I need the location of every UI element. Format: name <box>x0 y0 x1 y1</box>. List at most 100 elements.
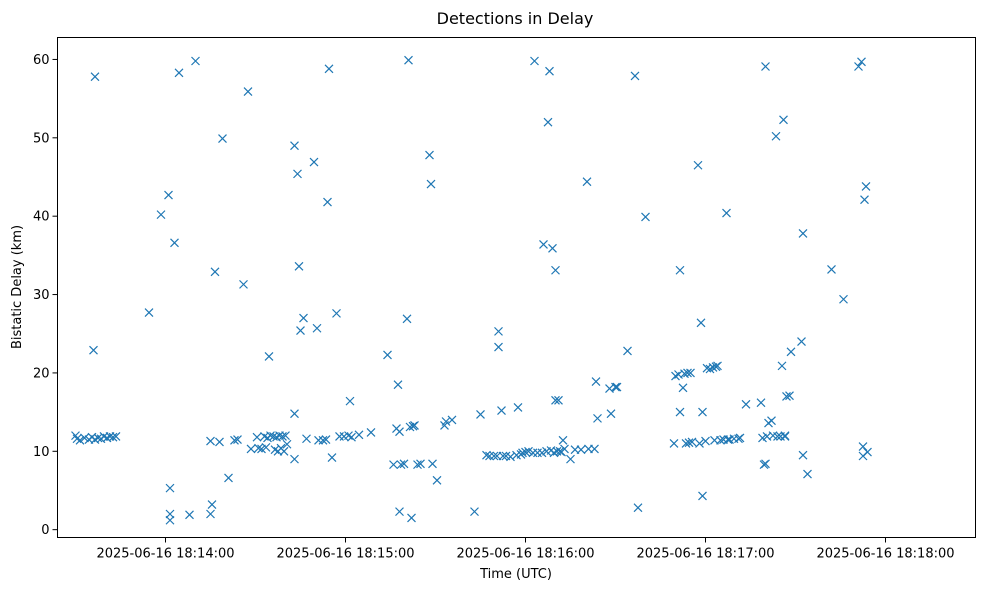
chart-title: Detections in Delay <box>437 9 594 28</box>
data-point <box>560 444 569 454</box>
y-axis: 0 10 20 30 40 50 60 <box>33 53 58 538</box>
y-axis-title: Bistatic Delay (km) <box>10 225 25 349</box>
data-point <box>713 361 722 371</box>
data-point <box>798 450 808 460</box>
data-point <box>165 515 175 525</box>
data-point <box>324 64 334 74</box>
data-point <box>767 416 776 426</box>
data-point <box>293 169 302 179</box>
data-point <box>282 439 292 449</box>
data-point <box>518 448 527 458</box>
data-point <box>93 433 103 443</box>
y-tick-label: 0 <box>41 523 49 538</box>
x-axis: 2025-06-16 18:14:00 2025-06-16 18:15:00 20… <box>96 537 955 562</box>
data-point <box>318 435 328 445</box>
data-point <box>498 451 508 461</box>
data-point <box>611 382 620 392</box>
data-point <box>279 446 289 456</box>
data-point <box>323 197 332 207</box>
data-point <box>827 265 836 274</box>
data-point <box>206 509 215 519</box>
y-tick-label: 10 <box>33 445 50 460</box>
data-point <box>566 454 575 464</box>
data-point <box>858 442 868 452</box>
data-point <box>683 368 692 378</box>
data-point <box>185 510 194 520</box>
data-point <box>191 56 200 66</box>
data-point <box>111 431 121 441</box>
data-point <box>681 439 691 448</box>
data-point <box>299 313 308 323</box>
data-point <box>290 409 299 419</box>
data-point <box>551 265 560 275</box>
data-point <box>686 368 695 378</box>
data-point <box>294 261 304 271</box>
data-point <box>675 407 685 417</box>
data-point <box>854 62 863 71</box>
data-point <box>252 432 262 442</box>
data-point <box>75 435 85 445</box>
data-point <box>428 459 437 469</box>
data-point <box>410 421 419 430</box>
data-point <box>698 407 707 417</box>
data-point <box>312 323 322 333</box>
data-point <box>675 265 685 275</box>
data-point <box>551 395 560 405</box>
data-point <box>582 177 592 187</box>
data-point <box>266 431 275 441</box>
data-point <box>327 453 337 462</box>
data-point <box>494 342 503 352</box>
data-point <box>426 179 436 189</box>
series-markers <box>71 55 872 525</box>
data-point <box>389 460 398 470</box>
data-point <box>90 72 100 82</box>
data-point <box>416 459 425 469</box>
data-point <box>761 459 770 469</box>
data-point <box>309 157 319 167</box>
data-point <box>506 452 515 462</box>
data-point <box>612 382 622 392</box>
data-point <box>780 431 790 441</box>
data-point <box>861 181 871 191</box>
data-point <box>735 433 745 443</box>
data-point <box>576 445 586 455</box>
data-point <box>246 444 256 454</box>
data-point <box>489 451 499 461</box>
data-point <box>633 503 643 513</box>
data-point <box>332 308 341 318</box>
data-point <box>281 431 290 441</box>
data-point <box>591 377 601 386</box>
x-tick-label: 2025-06-16 18:18:00 <box>816 547 954 562</box>
data-point <box>605 384 614 394</box>
data-point <box>497 406 506 415</box>
data-point <box>396 460 406 470</box>
data-point <box>383 350 392 360</box>
data-point <box>693 160 703 170</box>
data-point <box>402 314 412 324</box>
data-point <box>470 507 479 517</box>
data-point <box>623 346 632 356</box>
data-point <box>606 409 616 419</box>
data-point <box>156 210 166 220</box>
data-point <box>698 491 707 501</box>
data-point <box>425 150 434 160</box>
data-point <box>530 56 539 66</box>
data-point <box>695 439 704 448</box>
data-point <box>432 475 442 485</box>
data-point <box>641 212 650 222</box>
data-point <box>164 190 173 200</box>
plot-area <box>57 37 976 538</box>
data-point <box>243 87 253 96</box>
data-point <box>290 454 299 464</box>
data-point <box>773 431 782 441</box>
data-point <box>548 243 557 253</box>
data-point <box>441 417 451 426</box>
data-point <box>539 239 548 249</box>
data-point <box>210 267 220 277</box>
data-point <box>170 238 179 248</box>
data-point <box>89 345 98 355</box>
y-tick-label: 20 <box>33 366 50 381</box>
data-point <box>771 131 781 141</box>
